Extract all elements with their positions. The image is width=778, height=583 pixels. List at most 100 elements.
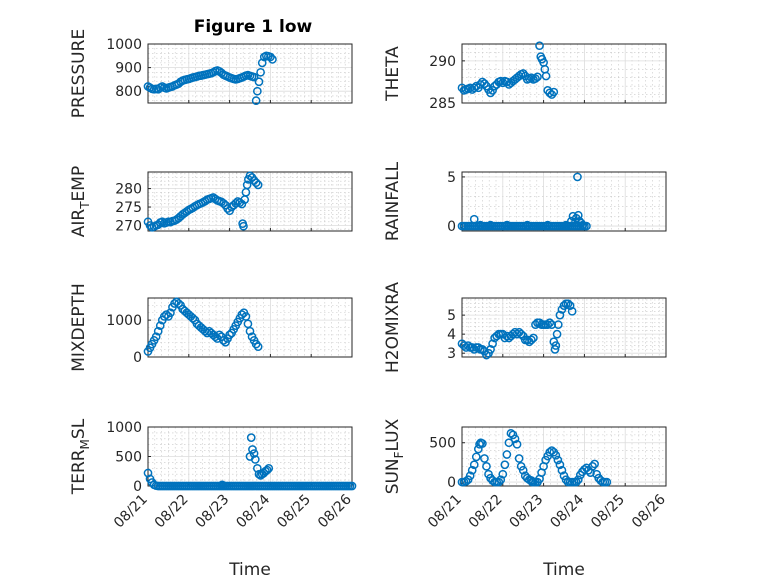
data-point — [486, 220, 495, 230]
data-point — [174, 299, 183, 308]
subplot-pressure: 800 900 1000 PRESSURE — [69, 29, 353, 118]
data-point — [469, 460, 479, 470]
x-tick-label: 08/21 — [425, 492, 465, 532]
data-point — [578, 220, 588, 230]
data-point — [559, 301, 569, 310]
data-point — [246, 433, 256, 442]
data-point — [555, 460, 565, 470]
data-point — [151, 332, 161, 342]
data-series — [457, 299, 577, 360]
y-axis-label: RAINFALL — [383, 161, 403, 241]
y-tick-label: 0 — [447, 475, 456, 491]
data-point — [215, 330, 224, 340]
data-point — [268, 54, 277, 64]
data-point — [159, 312, 169, 321]
data-point — [502, 77, 512, 87]
subplot-theta: 285 290 THETA — [383, 41, 667, 112]
data-point — [557, 465, 567, 475]
axes-border — [147, 297, 353, 358]
data-point — [250, 455, 260, 464]
data-point — [248, 445, 257, 454]
data-point — [573, 210, 583, 220]
data-point — [602, 477, 612, 487]
data-point — [535, 41, 544, 51]
data-series — [143, 433, 357, 491]
axes-border — [461, 426, 667, 487]
y-axis-label: SUNFLUX — [383, 418, 406, 494]
x-tick-label: 08/25 — [588, 492, 628, 532]
y-tick-label: 0 — [133, 479, 142, 495]
y-axis-label: TERRMSL — [69, 418, 92, 495]
data-point — [518, 69, 528, 78]
y-axis-label: THETA — [383, 46, 403, 102]
data-series — [457, 172, 591, 231]
y-tick-label: 275 — [115, 200, 142, 216]
data-point — [467, 465, 477, 475]
subplot-mixdepth: 0 1000 MIXDEPTH — [69, 283, 353, 372]
data-point — [488, 476, 497, 485]
x-tick-label: 08/23 — [193, 492, 233, 532]
y-tick-label: 500 — [429, 436, 456, 452]
y-tick-label: 500 — [115, 450, 142, 466]
data-series — [143, 297, 263, 356]
figure-title: Figure 1 low — [194, 17, 313, 37]
data-point — [162, 310, 171, 319]
data-point — [249, 449, 259, 458]
data-point — [549, 87, 559, 97]
data-point — [463, 341, 473, 350]
data-point — [522, 220, 532, 230]
x-tick-label: 08/23 — [507, 492, 547, 532]
data-point — [590, 459, 599, 469]
data-point — [251, 96, 261, 105]
data-point — [469, 214, 479, 224]
data-point — [567, 306, 577, 316]
y-tick-label: 1000 — [106, 420, 142, 436]
data-point — [253, 180, 263, 190]
data-point — [531, 320, 540, 329]
data-point — [496, 475, 506, 485]
data-point — [242, 180, 252, 190]
data-point — [550, 345, 560, 354]
x-tick-label: 08/21 — [111, 492, 151, 532]
data-point — [506, 428, 516, 438]
y-tick-label: 290 — [429, 54, 456, 70]
data-point — [153, 326, 163, 336]
y-axis-label: H2OMIXRA — [383, 282, 403, 373]
data-point — [457, 83, 467, 93]
x-tick-label: 08/25 — [274, 492, 314, 532]
x-tick-label: 08/24 — [547, 491, 587, 531]
y-axis-label: AIRTEMP — [69, 166, 92, 237]
data-point — [256, 67, 265, 77]
data-point — [188, 313, 198, 323]
data-point — [252, 463, 262, 473]
data-point — [553, 320, 563, 329]
subplot-rainfall: 0 5 RAINFALL — [383, 161, 667, 241]
data-point — [496, 76, 506, 86]
y-tick-label: 280 — [115, 182, 142, 198]
data-point — [573, 172, 582, 182]
data-point — [553, 455, 563, 465]
data-point — [347, 481, 357, 491]
data-point — [514, 454, 524, 463]
data-point — [225, 330, 234, 340]
data-point — [266, 52, 275, 62]
data-point — [527, 335, 536, 345]
data-point — [504, 438, 514, 448]
subplot-sun-flux: 0 500 SUNFLUX 08/21 08/22 08/23 08/24 08/25 08/2… — [383, 418, 669, 580]
data-point — [502, 220, 512, 230]
data-point — [245, 326, 255, 336]
data-point — [237, 310, 247, 319]
data-point — [252, 86, 262, 96]
data-point — [262, 465, 272, 475]
data-point — [480, 79, 489, 88]
data-point — [573, 475, 583, 485]
data-point — [155, 321, 165, 331]
data-point — [510, 434, 520, 444]
y-tick-label: 0 — [133, 350, 142, 366]
data-series — [457, 428, 612, 487]
data-point — [249, 72, 259, 82]
data-point — [486, 345, 495, 354]
data-point — [157, 217, 167, 227]
data-point — [488, 86, 497, 95]
y-tick-label: 3 — [447, 346, 456, 362]
